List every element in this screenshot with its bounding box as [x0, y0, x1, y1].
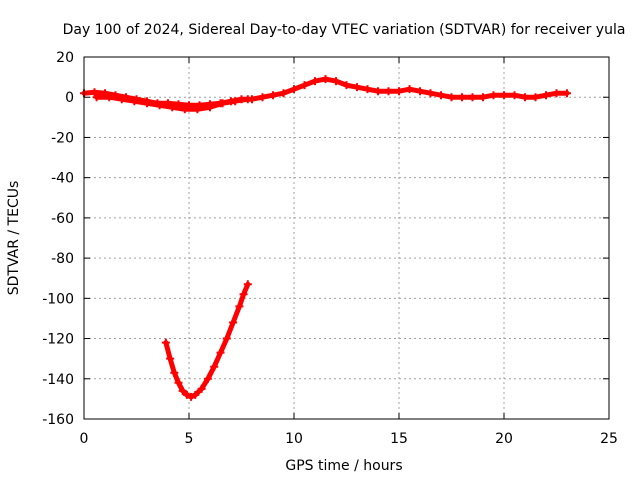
data-point: [510, 91, 519, 100]
data-point: [395, 87, 403, 96]
data-point: [290, 85, 298, 94]
data-point: [447, 93, 456, 102]
y-tick-label: 0: [65, 90, 74, 106]
y-tick-label: 20: [56, 50, 74, 66]
data-point: [218, 99, 227, 108]
y-tick-label: -60: [51, 211, 74, 227]
data-point: [300, 81, 309, 90]
data-series: [80, 75, 571, 401]
data-point: [479, 93, 487, 102]
grid: [84, 57, 609, 419]
y-tick-label: -160: [42, 412, 74, 428]
data-point: [311, 77, 319, 86]
data-point: [161, 338, 170, 347]
data-point: [216, 348, 225, 357]
data-point: [489, 91, 498, 100]
data-point: [384, 87, 393, 96]
series-dip: [161, 280, 252, 401]
data-point: [193, 105, 202, 114]
data-point: [168, 103, 177, 112]
data-point: [90, 88, 99, 97]
x-axis-label: GPS time / hours: [285, 458, 402, 474]
data-point: [521, 93, 529, 102]
data-point: [155, 101, 164, 110]
data-point: [405, 85, 414, 94]
data-point: [130, 97, 139, 106]
data-point: [500, 91, 508, 100]
data-point: [180, 105, 189, 114]
data-point: [92, 93, 101, 102]
y-tick-label: -40: [51, 171, 74, 187]
data-point: [321, 75, 330, 84]
data-point: [239, 290, 248, 299]
data-point: [222, 334, 231, 343]
data-point: [426, 89, 435, 98]
data-point: [191, 390, 200, 399]
data-point: [210, 362, 219, 371]
data-point: [170, 368, 179, 377]
series-lower-band: [92, 93, 252, 114]
data-point: [231, 97, 240, 106]
data-point: [178, 386, 187, 395]
x-tick-label: 5: [185, 431, 194, 447]
data-point: [468, 93, 477, 102]
data-point: [374, 87, 382, 96]
data-point: [182, 390, 191, 399]
data-point: [353, 83, 361, 92]
x-tick-label: 10: [285, 431, 303, 447]
data-point: [229, 318, 238, 327]
data-point: [342, 81, 351, 90]
axis-ticks: 20 0 -20 -40 -60 -80 -100 -120 -140 -160 0 5 10 15 20 2…: [42, 50, 618, 447]
data-point: [197, 384, 206, 393]
y-tick-label: -120: [42, 332, 74, 348]
data-point: [563, 89, 571, 98]
data-point: [243, 95, 252, 104]
x-tick-label: 0: [80, 431, 89, 447]
data-point: [269, 91, 277, 100]
data-point: [105, 93, 114, 102]
data-point: [243, 280, 252, 289]
data-point: [258, 93, 267, 102]
data-point: [166, 354, 175, 363]
y-tick-label: -100: [42, 291, 74, 307]
data-point: [458, 93, 466, 102]
y-axis-label: SDTVAR / TECUs: [6, 181, 22, 296]
data-point: [363, 85, 372, 94]
y-tick-label: -20: [51, 130, 74, 146]
data-point: [531, 93, 540, 102]
data-point: [117, 95, 126, 104]
x-tick-label: 20: [495, 431, 513, 447]
data-point: [542, 91, 550, 100]
data-point: [206, 103, 214, 112]
plot-frame: [83, 56, 610, 420]
data-point: [143, 99, 151, 108]
data-point: [279, 89, 288, 98]
y-tick-label: -80: [51, 251, 74, 267]
data-point: [174, 378, 183, 387]
x-tick-label: 15: [390, 431, 408, 447]
data-point: [416, 87, 424, 96]
x-tick-label: 25: [600, 431, 618, 447]
data-point: [235, 302, 244, 311]
y-tick-label: -140: [42, 372, 74, 388]
chart-title: Day 100 of 2024, Sidereal Day-to-day VTE…: [63, 22, 626, 38]
data-point: [552, 89, 561, 98]
data-point: [332, 77, 340, 86]
data-point: [437, 91, 445, 100]
data-point: [203, 374, 212, 383]
data-point: [187, 392, 196, 401]
